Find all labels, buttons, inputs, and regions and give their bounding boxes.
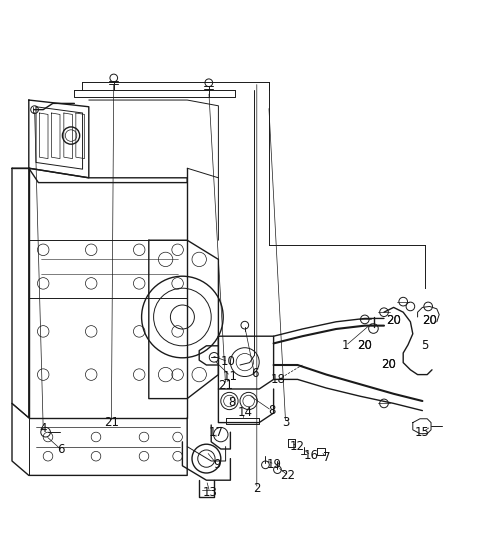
Text: 20: 20	[422, 314, 437, 327]
Text: 6: 6	[57, 443, 65, 456]
Text: 16: 16	[303, 449, 319, 462]
Text: 8: 8	[228, 396, 236, 409]
Text: 9: 9	[214, 458, 221, 471]
Text: 11: 11	[223, 370, 238, 383]
Text: 15: 15	[415, 426, 430, 438]
Text: 20: 20	[382, 358, 396, 371]
Text: 12: 12	[290, 440, 305, 453]
Text: 2: 2	[253, 483, 261, 495]
Text: 19: 19	[267, 458, 282, 471]
Text: 21: 21	[218, 379, 233, 392]
Text: 5: 5	[421, 339, 429, 352]
Text: 4: 4	[39, 422, 47, 435]
Text: 1: 1	[342, 339, 349, 352]
Text: 20: 20	[422, 314, 437, 327]
Text: 20: 20	[386, 314, 401, 327]
Text: 7: 7	[323, 451, 330, 464]
Text: 21: 21	[104, 416, 119, 429]
Text: 3: 3	[282, 416, 289, 429]
Text: 13: 13	[203, 486, 217, 499]
Text: 14: 14	[237, 407, 252, 420]
Text: 17: 17	[208, 426, 224, 438]
Text: 20: 20	[358, 339, 372, 352]
Text: 18: 18	[271, 373, 286, 386]
Text: 10: 10	[221, 355, 235, 368]
Text: 6: 6	[251, 367, 258, 380]
Text: 20: 20	[382, 358, 396, 371]
Text: 20: 20	[358, 339, 372, 352]
Text: 8: 8	[268, 404, 276, 417]
Text: 22: 22	[280, 469, 296, 482]
Text: 20: 20	[386, 314, 401, 327]
